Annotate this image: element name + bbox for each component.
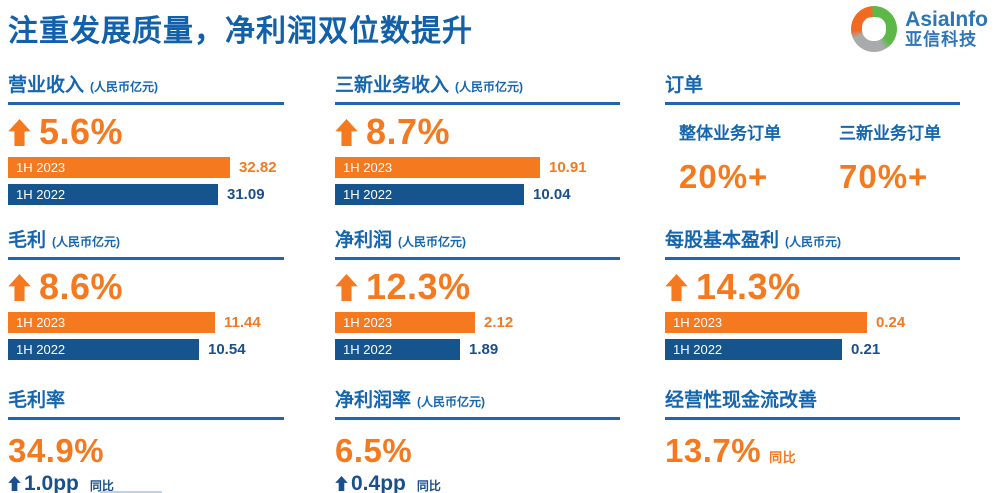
panel-gross-margin: 毛利率 34.9% 1.0pp 同比 xyxy=(8,385,284,493)
bar-label: 1H 2023 xyxy=(343,160,393,175)
bar-label: 1H 2022 xyxy=(673,342,723,357)
bar-1h2022: 1H 2022 xyxy=(8,339,199,360)
bar-1h2023: 1H 2023 xyxy=(665,312,867,333)
header-rule xyxy=(665,257,960,260)
cropped-footer-edge xyxy=(100,491,162,493)
delta-note: 同比 xyxy=(89,479,114,493)
growth-arrow-icon xyxy=(335,118,358,146)
panel-title: 净利润 xyxy=(335,230,393,251)
growth-value: 12.3% xyxy=(366,266,471,307)
header-rule xyxy=(335,102,620,105)
growth-arrow-icon xyxy=(335,273,358,301)
bar-value: 0.21 xyxy=(851,341,881,358)
panel-title: 毛利率 xyxy=(8,390,66,411)
panel-title: 每股基本盈利 xyxy=(665,230,780,251)
panel-unit: (人民币亿元) xyxy=(398,235,467,249)
bar-1h2023: 1H 2023 xyxy=(8,157,230,178)
kpi-note: 同比 xyxy=(769,450,797,465)
delta-value: 0.4pp xyxy=(351,472,406,493)
panel-orders: 订单 整体业务订单 20%+ 三新业务订单 70%+ xyxy=(665,70,960,196)
bar-value: 11.44 xyxy=(224,314,261,331)
header-rule xyxy=(8,102,284,105)
panel-net-profit: 净利润 (人民币亿元) 12.3% 1H 2023 2.12 1H 2022 1… xyxy=(335,225,620,366)
panel-title: 订单 xyxy=(665,75,704,96)
panel-net-margin: 净利润率 (人民币亿元) 6.5% 0.4pp 同比 xyxy=(335,385,620,493)
growth-arrow-icon xyxy=(8,118,31,146)
header-rule xyxy=(8,417,284,420)
page-title: 注重发展质量，净利润双位数提升 xyxy=(8,15,473,48)
bar-label: 1H 2023 xyxy=(16,315,66,330)
delta-arrow-icon xyxy=(8,476,21,491)
bar-1h2022: 1H 2022 xyxy=(8,184,218,205)
bar-label: 1H 2023 xyxy=(16,160,66,175)
asiainfo-logo: AsiaInfo 亚信科技 xyxy=(851,6,988,52)
panel-title: 净利润率 xyxy=(335,390,412,411)
delta-value: 1.0pp xyxy=(24,472,79,493)
kpi-label: 三新业务订单 xyxy=(839,124,941,143)
growth-value: 8.7% xyxy=(366,111,451,152)
kpi-label: 整体业务订单 xyxy=(679,124,781,143)
kpi-value: 20%+ xyxy=(679,158,769,195)
panel-title: 毛利 xyxy=(8,230,47,251)
kpi-total-orders: 整体业务订单 20%+ xyxy=(679,119,781,196)
panel-title: 三新业务收入 xyxy=(335,75,450,96)
growth-value: 5.6% xyxy=(39,111,124,152)
header-rule xyxy=(665,417,960,420)
kpi-value: 34.9% xyxy=(8,432,105,469)
bar-1h2022: 1H 2022 xyxy=(335,184,524,205)
header-rule xyxy=(335,417,620,420)
panel-three-new-revenue: 三新业务收入 (人民币亿元) 8.7% 1H 2023 10.91 1H 202… xyxy=(335,70,620,211)
growth-value: 14.3% xyxy=(696,266,801,307)
header-rule xyxy=(665,102,960,105)
kpi-three-new-orders: 三新业务订单 70%+ xyxy=(839,119,941,196)
logo-brand-name: AsiaInfo xyxy=(905,8,988,32)
asiainfo-logo-icon xyxy=(851,6,898,52)
bar-value: 32.82 xyxy=(239,159,277,176)
bar-label: 1H 2022 xyxy=(16,187,66,202)
bar-value: 1.89 xyxy=(469,341,499,358)
panel-unit: (人民币亿元) xyxy=(455,80,524,94)
bar-value: 0.24 xyxy=(876,314,906,331)
bar-value: 10.91 xyxy=(549,159,587,176)
bar-value: 31.09 xyxy=(227,186,265,203)
bar-value: 2.12 xyxy=(484,314,514,331)
delta-arrow-icon xyxy=(335,476,348,491)
panel-unit: (人民币亿元) xyxy=(90,80,159,94)
growth-arrow-icon xyxy=(665,273,688,301)
panel-unit: (人民币元) xyxy=(785,235,842,249)
bar-label: 1H 2023 xyxy=(343,315,393,330)
kpi-value: 70%+ xyxy=(839,158,929,195)
panel-unit: (人民币亿元) xyxy=(52,235,121,249)
kpi-value: 6.5% xyxy=(335,432,413,469)
kpi-value: 13.7% xyxy=(665,432,762,469)
bar-1h2023: 1H 2023 xyxy=(8,312,215,333)
bar-label: 1H 2022 xyxy=(343,342,393,357)
growth-arrow-icon xyxy=(8,273,31,301)
panel-revenue: 营业收入 (人民币亿元) 5.6% 1H 2023 32.82 1H 2022 … xyxy=(8,70,284,211)
bar-label: 1H 2022 xyxy=(16,342,66,357)
delta-note: 同比 xyxy=(416,479,441,493)
header-rule xyxy=(335,257,620,260)
bar-label: 1H 2022 xyxy=(343,187,393,202)
panel-title: 营业收入 xyxy=(8,75,85,96)
panel-operating-cash-flow: 经营性现金流改善 13.7% 同比 xyxy=(665,385,960,470)
bar-1h2023: 1H 2023 xyxy=(335,157,540,178)
growth-value: 8.6% xyxy=(39,266,124,307)
panel-gross-profit: 毛利 (人民币亿元) 8.6% 1H 2023 11.44 1H 2022 10… xyxy=(8,225,284,366)
panel-unit: (人民币亿元) xyxy=(417,395,486,409)
logo-brand-name-cn: 亚信科技 xyxy=(905,30,978,50)
bar-value: 10.54 xyxy=(208,341,246,358)
bar-1h2022: 1H 2022 xyxy=(665,339,842,360)
panel-title: 经营性现金流改善 xyxy=(665,390,818,411)
bar-value: 10.04 xyxy=(533,186,571,203)
bar-1h2022: 1H 2022 xyxy=(335,339,460,360)
bar-label: 1H 2023 xyxy=(673,315,723,330)
panel-eps: 每股基本盈利 (人民币元) 14.3% 1H 2023 0.24 1H 2022… xyxy=(665,225,960,366)
bar-1h2023: 1H 2023 xyxy=(335,312,475,333)
header-rule xyxy=(8,257,284,260)
